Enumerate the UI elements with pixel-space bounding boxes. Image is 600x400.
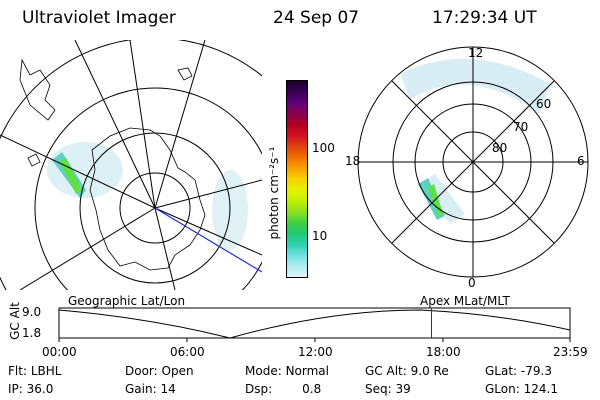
altitude-timeline	[58, 307, 571, 342]
status-glon: GLon: 124.1	[485, 382, 558, 396]
timeline-xtick-2359: 23:59	[553, 345, 588, 359]
coastline-islands	[27, 67, 193, 167]
mlt-label-18: 18	[345, 154, 361, 168]
status-seq-label: Seq:	[365, 382, 392, 396]
status-mode: Mode: Normal	[245, 364, 329, 378]
status-door: Door: Open	[125, 364, 194, 378]
timeline-ytick-high: 9.0	[22, 305, 42, 319]
left-panel-caption: Geographic Lat/Lon	[68, 294, 186, 308]
status-gain: Gain: 14	[125, 382, 176, 396]
mlt-label-12: 12	[468, 46, 484, 60]
status-flt-label: Flt:	[8, 364, 27, 378]
colorbar-unit-label: photon cm⁻²s⁻¹	[267, 146, 281, 240]
status-door-value: Open	[161, 364, 194, 378]
mlt-diagonal-2	[391, 80, 555, 244]
status-ip-value: 36.0	[26, 382, 54, 396]
status-mode-value: Normal	[285, 364, 329, 378]
timeline-ticks	[58, 338, 571, 342]
timeline-frame	[58, 307, 571, 339]
coastline-antarctica	[89, 127, 206, 271]
lat-circle-3	[34, 87, 262, 290]
status-glat-label: GLat:	[485, 364, 518, 378]
status-glon-value: 124.1	[523, 382, 558, 396]
colorbar-tick-100: 100	[312, 141, 335, 155]
status-seq-value: 39	[395, 382, 411, 396]
mlt-label-0: 0	[468, 276, 476, 290]
timeline-ytick-low: 1.8	[22, 326, 42, 340]
status-glat-value: -79.3	[520, 364, 552, 378]
status-gcalt: GC Alt: 9.0 Re	[365, 364, 449, 378]
timeline-xtick-1800: 18:00	[426, 345, 461, 359]
lat-circle-4	[0, 40, 262, 290]
mlt-label-6: 6	[577, 154, 585, 168]
status-glat: GLat: -79.3	[485, 364, 552, 378]
coastline-south-america	[19, 58, 56, 121]
mlat-label-60: 60	[536, 97, 552, 111]
satellite-track-line	[154, 207, 262, 273]
colorbar	[286, 80, 308, 278]
status-flt-value: LBHL	[30, 364, 62, 378]
date-label: 24 Sep 07	[273, 8, 360, 28]
timeline-xtick-1200: 12:00	[298, 345, 333, 359]
status-ip: IP: 36.0	[8, 382, 53, 396]
altitude-curve	[58, 309, 571, 339]
status-ip-label: IP:	[8, 382, 23, 396]
status-gcalt-value: 9.0 Re	[410, 364, 449, 378]
time-label: 17:29:34 UT	[432, 8, 537, 28]
status-gain-value: 14	[160, 382, 176, 396]
timeline-xtick-0600: 06:00	[170, 345, 205, 359]
status-dsp-label: Dsp:	[245, 382, 273, 396]
auroral-emission-left	[47, 142, 248, 250]
magnetic-polar-panel	[357, 46, 589, 278]
status-seq: Seq: 39	[365, 382, 411, 396]
timeline-xtick-0000: 00:00	[42, 345, 77, 359]
instrument-title: Ultraviolet Imager	[22, 8, 176, 28]
status-gain-label: Gain:	[125, 382, 157, 396]
timeline-ylabel: GC Alt	[7, 302, 22, 340]
meridian-lines	[0, 40, 262, 290]
geographic-map-panel	[0, 40, 262, 290]
colorbar-tick-10: 10	[312, 229, 328, 243]
status-dsp: Dsp: 0.8	[245, 382, 321, 396]
lat-circle-1	[119, 172, 191, 244]
right-panel-caption: Apex MLat/MLT	[420, 294, 510, 308]
status-mode-label: Mode:	[245, 364, 282, 378]
mlat-label-70: 70	[513, 120, 529, 134]
status-flt: Flt: LBHL	[8, 364, 61, 378]
status-gcalt-label: GC Alt:	[365, 364, 407, 378]
status-dsp-value: 0.8	[302, 382, 322, 396]
status-glon-label: GLon:	[485, 382, 520, 396]
mlat-label-80: 80	[492, 141, 508, 155]
status-door-label: Door:	[125, 364, 158, 378]
